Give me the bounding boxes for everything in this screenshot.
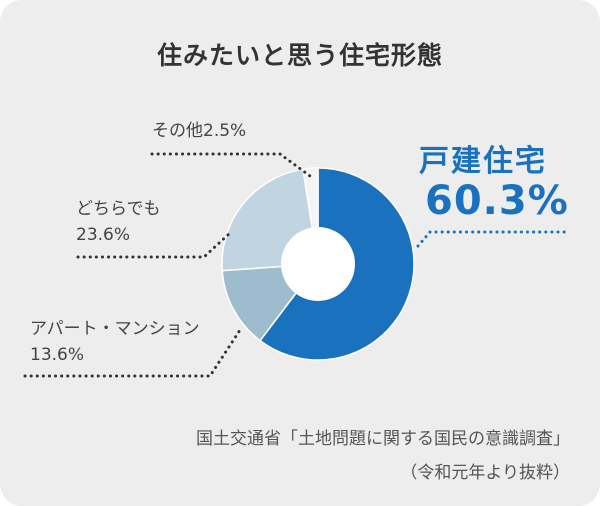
donut-hole (281, 227, 355, 301)
label-detached-name: 戸建住宅 (419, 144, 547, 179)
label-apartment-value: 13.6% (30, 345, 85, 365)
source-line-1: 国土交通省「土地問題に関する国民の意識調査」 (196, 429, 570, 449)
label-either-value: 23.6% (76, 225, 131, 245)
label-either-name: どちらでも (76, 199, 161, 219)
leader-line-either (76, 231, 232, 259)
label-other: その他2.5% (152, 121, 247, 141)
leader-line-apartment (23, 328, 242, 378)
leader-line-other (150, 152, 312, 178)
label-apartment-name: アパート・マンション (30, 319, 200, 339)
chart-title: 住みたいと思う住宅形態 (156, 41, 443, 70)
leader-line-detached (416, 230, 568, 248)
source-line-2: （令和元年より抜粋） (400, 463, 570, 483)
label-detached-value: 60.3% (425, 178, 569, 224)
